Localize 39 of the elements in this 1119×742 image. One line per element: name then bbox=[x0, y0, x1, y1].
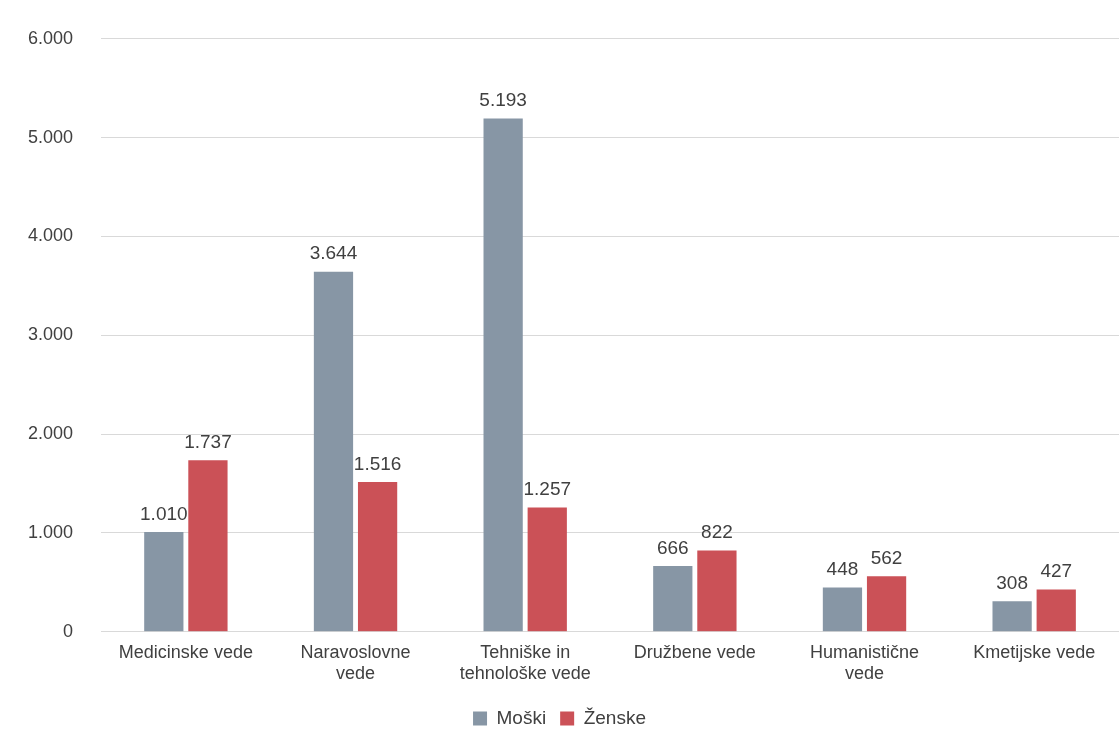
bar bbox=[144, 531, 184, 632]
data-label: 1.010 bbox=[140, 502, 188, 524]
bar bbox=[313, 271, 354, 632]
bar bbox=[188, 460, 228, 632]
y-tick-label: 6.000 bbox=[28, 27, 74, 48]
x-tick-label: Humanistične vede bbox=[809, 641, 920, 684]
bar bbox=[992, 601, 1032, 632]
y-tick-label: 4.000 bbox=[28, 225, 74, 246]
x-tick-label: Naravoslovne vede bbox=[300, 641, 411, 684]
bar bbox=[866, 576, 907, 632]
bar bbox=[483, 118, 523, 632]
y-tick-label: 0 bbox=[63, 620, 74, 641]
x-tick-label: Medicinske vede bbox=[118, 641, 253, 662]
legend-label: Moški bbox=[496, 706, 547, 728]
data-label: 1.516 bbox=[353, 452, 402, 474]
y-tick-label: 1.000 bbox=[28, 521, 74, 542]
data-label: 562 bbox=[870, 546, 903, 568]
data-label: 822 bbox=[701, 521, 733, 543]
data-label: 1.257 bbox=[523, 478, 572, 500]
data-label: 427 bbox=[1040, 560, 1073, 582]
data-label: 448 bbox=[826, 558, 859, 580]
data-label: 3.644 bbox=[309, 242, 358, 264]
bar bbox=[653, 565, 693, 632]
bar bbox=[1036, 589, 1076, 632]
legend-label: Ženske bbox=[583, 706, 646, 728]
data-label: 1.737 bbox=[184, 430, 232, 452]
x-tick-label: Tehniške in tehnološke vede bbox=[459, 641, 591, 684]
y-tick-label: 2.000 bbox=[28, 423, 74, 444]
bar bbox=[697, 550, 737, 632]
bar bbox=[527, 507, 567, 632]
bar bbox=[357, 481, 398, 632]
y-tick-label: 3.000 bbox=[28, 324, 74, 345]
data-label: 666 bbox=[656, 536, 689, 558]
x-tick-label: Družbene vede bbox=[633, 641, 756, 662]
y-tick-label: 5.000 bbox=[28, 126, 74, 147]
data-label: 5.193 bbox=[479, 89, 527, 111]
bar bbox=[822, 587, 863, 632]
x-tick-label: Kmetijske vede bbox=[973, 641, 1096, 662]
data-label: 308 bbox=[996, 572, 1028, 594]
